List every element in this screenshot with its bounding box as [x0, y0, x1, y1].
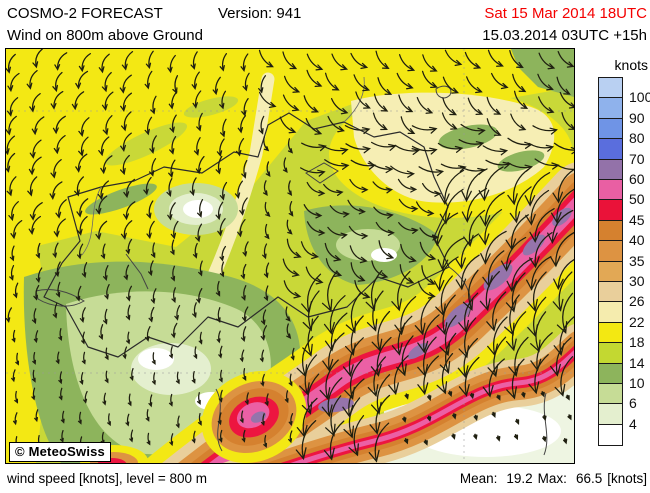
page-title: COSMO-2 FORECAST: [7, 5, 163, 22]
legend-box: [598, 403, 623, 426]
legend-tick-label: 40: [629, 232, 645, 249]
max-value: 66.5: [575, 471, 603, 486]
legend-box: [598, 77, 623, 100]
max-label: Max:: [537, 471, 567, 486]
legend-tick-label: 100: [629, 89, 650, 106]
footer-variable-label: wind speed [knots], level = 800 m: [7, 471, 207, 486]
legend-box: [598, 321, 623, 345]
legend-box: [598, 342, 623, 365]
stats-units: [knots]: [607, 471, 647, 486]
mean-value: 19.2: [506, 471, 533, 486]
legend-tick-label: 18: [629, 334, 645, 351]
legend-box: [598, 423, 623, 447]
wind-arrows: [6, 49, 574, 463]
legend-box: [598, 383, 623, 406]
legend-tick-label: 30: [629, 273, 645, 289]
legend-tick-label: 45: [629, 211, 645, 228]
forecast-map: © MeteoSwiss: [5, 48, 575, 464]
mean-label: Mean:: [459, 471, 498, 486]
legend-tick-label: 90: [629, 109, 645, 126]
valid-time-label: Sat 15 Mar 2014 18UTC: [484, 5, 647, 22]
wind-map-canvas: [6, 49, 574, 463]
legend-box: [598, 199, 623, 222]
legend-title: knots: [614, 57, 648, 73]
legend-tick-label: 60: [629, 171, 645, 187]
legend-tick-label: 70: [629, 150, 645, 167]
legend-tick-label: 6: [629, 395, 637, 412]
legend-box: [598, 158, 623, 181]
legend-box: [598, 240, 623, 263]
run-time-label: 15.03.2014 03UTC +15h: [482, 27, 647, 44]
legend-box: [598, 219, 623, 243]
color-scale-legend: 100 90 80 70 60 50 45 40 35 30 26 22 18 14 10 6 4: [598, 77, 650, 465]
legend-tick-label: 80: [629, 130, 645, 147]
footer-stats: Mean: 19.2 Max: 66.5 [knots]: [460, 471, 647, 486]
legend-box: [598, 117, 623, 141]
legend-box: [598, 138, 623, 161]
legend-box: [598, 179, 623, 202]
legend-tick-label: 10: [629, 375, 645, 391]
legend-tick-label: 50: [629, 191, 645, 208]
legend-box: [598, 281, 623, 304]
legend-box: [598, 260, 623, 283]
legend-box: [598, 362, 623, 385]
copyright-badge: © MeteoSwiss: [9, 442, 111, 462]
legend-box: [598, 97, 623, 120]
legend-box: [598, 301, 623, 324]
legend-tick-label: 26: [629, 293, 645, 310]
page-subtitle: Wind on 800m above Ground: [7, 27, 203, 44]
legend-tick-label: 35: [629, 252, 645, 269]
legend-tick-label: 4: [629, 415, 637, 432]
legend-tick-label: 22: [629, 313, 645, 330]
model-version-label: Version: 941: [218, 5, 302, 22]
legend-tick-label: 14: [629, 354, 645, 371]
